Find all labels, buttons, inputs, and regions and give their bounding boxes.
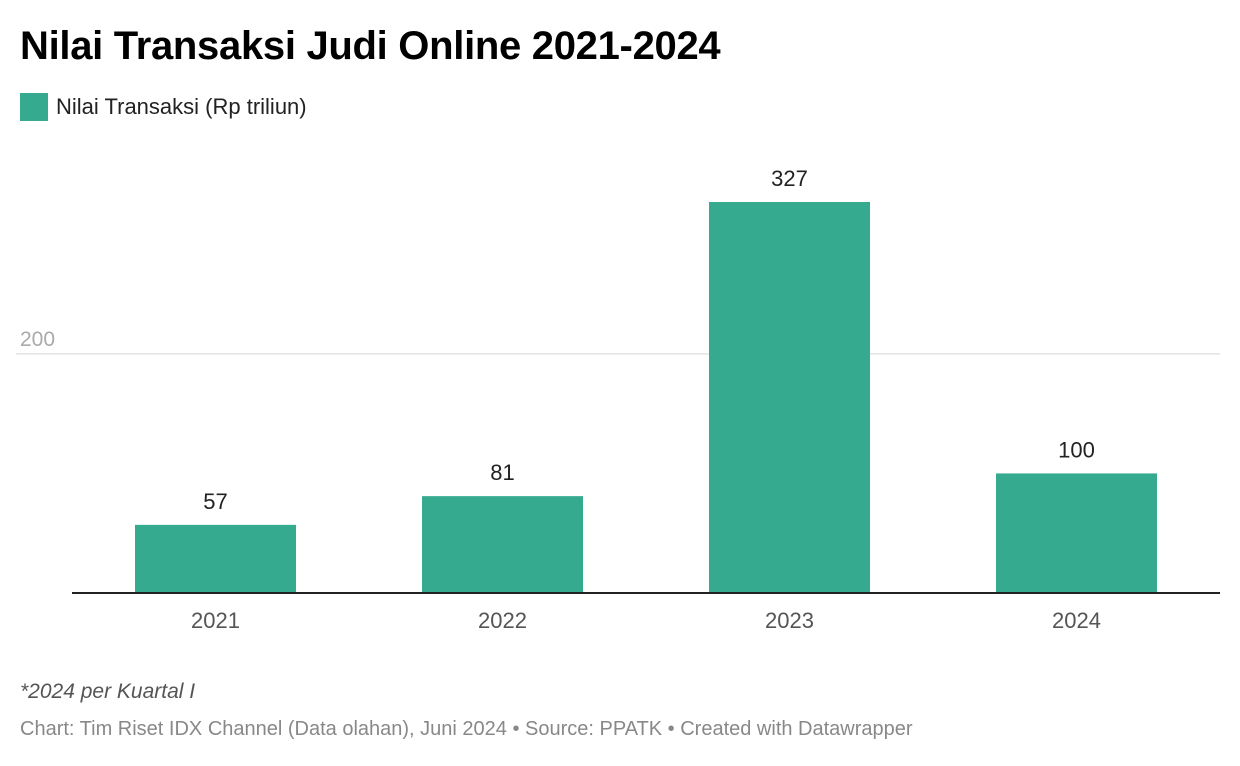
legend-swatch: [20, 93, 48, 121]
legend-label: Nilai Transaksi (Rp triliun): [56, 94, 307, 119]
bar-2021: [135, 524, 296, 593]
x-tick-label: 2024: [1052, 608, 1101, 633]
bar-2023: [709, 202, 870, 593]
bar-2022: [422, 496, 583, 593]
bar-chart: 200 57 2021 81 2022 327 2023 100 2024: [16, 166, 1220, 633]
value-label: 100: [1058, 437, 1095, 462]
y-tick-label: 200: [20, 328, 55, 351]
credit-line: Chart: Tim Riset IDX Channel (Data olaha…: [20, 718, 913, 740]
x-tick-label: 2023: [765, 608, 814, 633]
x-tick-label: 2022: [478, 608, 527, 633]
x-tick-label: 2021: [191, 608, 240, 633]
chart-title: Nilai Transaksi Judi Online 2021-2024: [20, 24, 721, 68]
value-label: 81: [490, 460, 514, 485]
legend: Nilai Transaksi (Rp triliun): [20, 92, 307, 122]
bar-2024: [996, 473, 1157, 593]
value-label: 327: [771, 166, 808, 191]
footnote: *2024 per Kuartal I: [20, 680, 196, 703]
value-label: 57: [203, 489, 227, 514]
